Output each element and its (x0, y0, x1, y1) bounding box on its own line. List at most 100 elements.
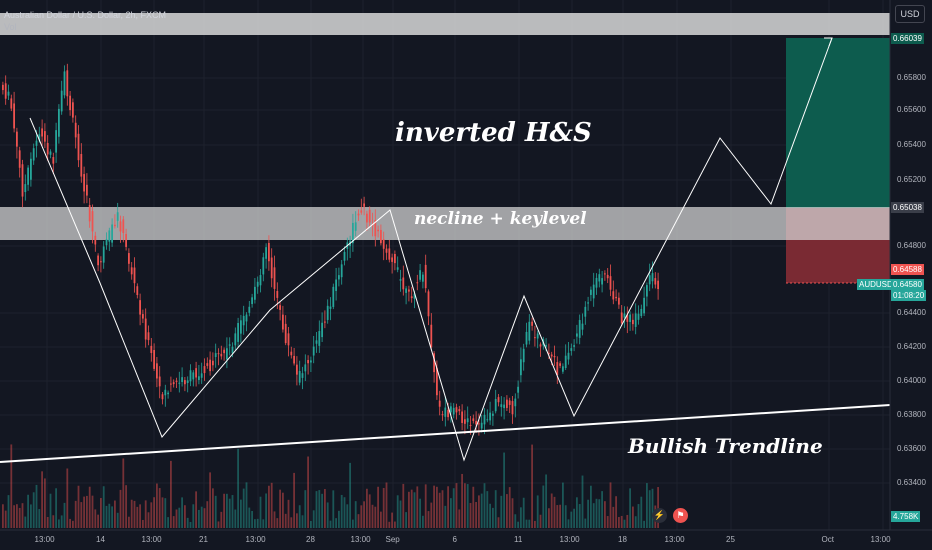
candle-body (506, 399, 508, 408)
neckline-annotation[interactable]: necline + keylevel (414, 209, 587, 229)
volume-bar (573, 508, 575, 528)
volume-bar (296, 513, 298, 528)
volume-bar (363, 501, 365, 528)
volume-bar (349, 462, 351, 528)
volume-bar (279, 489, 281, 528)
volume-bar (27, 494, 29, 528)
bullish-trendline[interactable] (0, 404, 891, 463)
volume-bar (366, 488, 368, 528)
volume-bar (332, 490, 335, 528)
currency-button[interactable]: USD (895, 5, 925, 23)
candle-body (424, 264, 427, 289)
candle-body (284, 323, 287, 344)
volume-indicator-label[interactable]: Vol (4, 22, 17, 32)
volume-bar (452, 488, 455, 528)
candle-body (402, 277, 405, 290)
volume-bar (195, 491, 197, 528)
symbol-title[interactable]: Australian Dollar / U.S. Dollar, 2h, FXC… (4, 10, 167, 20)
candle-body (217, 353, 220, 355)
volume-bar (556, 505, 559, 528)
candle-body (629, 314, 631, 322)
volume-bar (97, 514, 99, 528)
volume-bar (44, 478, 46, 528)
volume-bar (612, 506, 615, 528)
volume-bar (497, 517, 500, 528)
candle-body (242, 315, 245, 326)
candle-body (489, 412, 491, 421)
candle-body (450, 406, 452, 413)
price-tick-label: 0.65600 (897, 105, 926, 114)
volume-bar (167, 517, 169, 528)
volume-bar (329, 520, 332, 528)
volume-bar (133, 500, 136, 528)
volume-bar (198, 509, 200, 528)
volume-bar (307, 456, 309, 528)
candle-body (35, 140, 38, 146)
candle-body (643, 297, 645, 314)
volume-bar (234, 509, 237, 528)
candle-body (598, 274, 601, 282)
candle-body (105, 239, 108, 246)
volume-bar (377, 486, 379, 528)
trendline-annotation[interactable]: Bullish Trendline (628, 434, 823, 458)
candle-body (329, 306, 332, 309)
candle-body (472, 418, 475, 421)
volume-bar (335, 518, 337, 528)
volume-bar (553, 496, 556, 528)
volume-bar (287, 499, 290, 528)
volume-bar (374, 506, 377, 528)
candle-body (520, 359, 522, 376)
time-tick-label: 13:00 (34, 535, 55, 544)
candle-body (16, 131, 18, 147)
volume-bar (122, 458, 125, 528)
candle-body (377, 229, 379, 232)
candle-body (324, 321, 326, 323)
candle-body (181, 377, 183, 382)
volume-bar (352, 519, 354, 528)
volume-bar (494, 490, 497, 528)
target-zone (786, 38, 890, 208)
candle-body (7, 91, 10, 96)
candle-body (66, 70, 69, 97)
flag-icon[interactable]: ⚑ (673, 508, 688, 523)
candle-body (556, 362, 559, 376)
lightning-icon[interactable]: ⚡ (652, 508, 667, 523)
volume-bar (270, 482, 273, 528)
candle-body (276, 291, 279, 298)
volume-bar (237, 448, 239, 528)
volume-bar (592, 503, 595, 528)
candle-body (536, 333, 539, 339)
volume-bar (290, 517, 293, 528)
candle-body (508, 400, 511, 405)
volume-tag: 4.758K (891, 511, 921, 522)
volume-bar (343, 497, 346, 528)
volume-bar (570, 511, 573, 528)
candle-body (315, 340, 318, 344)
volume-bar (536, 495, 539, 528)
candle-body (256, 281, 259, 287)
candle-body (480, 422, 483, 429)
candle-body (581, 323, 584, 330)
candle-body (77, 133, 80, 161)
candle-body (497, 397, 500, 403)
volume-bar (69, 518, 71, 528)
candle-body (268, 242, 270, 262)
volume-bar (590, 485, 592, 528)
volume-bar (312, 510, 315, 528)
pattern-annotation[interactable]: inverted H&S (395, 118, 592, 148)
candle-body (116, 212, 119, 221)
current-price-tag: 0.64580 (891, 279, 924, 290)
candle-body (301, 373, 304, 378)
volume-bar (534, 520, 536, 528)
time-tick-label: Sep (385, 535, 400, 544)
volume-bar (643, 520, 645, 528)
candle-body (422, 274, 424, 282)
candle-body (455, 407, 458, 413)
volume-bar (60, 515, 63, 528)
candle-body (441, 414, 444, 416)
candle-body (102, 246, 105, 263)
volume-bar (422, 515, 424, 528)
candle-body (444, 407, 447, 417)
